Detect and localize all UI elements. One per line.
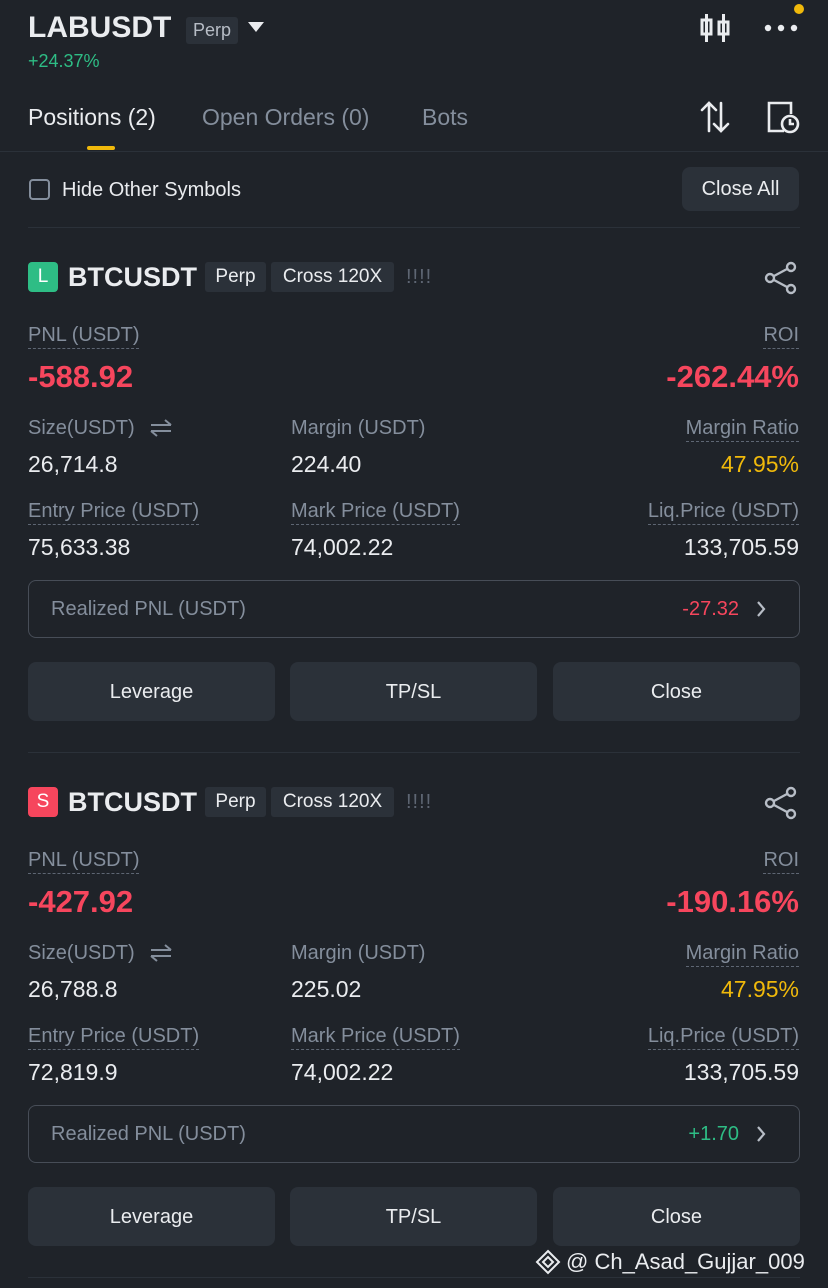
side-badge xyxy=(28,787,58,817)
divider xyxy=(28,1277,800,1278)
share-icon[interactable] xyxy=(764,786,798,820)
pnl-label: PNL (USDT) xyxy=(28,323,140,349)
entry-value: 75,633.38 xyxy=(28,533,131,560)
mark-label: Mark Price (USDT) xyxy=(291,1024,460,1050)
action-button-label[interactable]: Leverage xyxy=(109,680,194,703)
dropdown-arrow[interactable] xyxy=(248,22,264,34)
margin-ratio-value: 47.95% xyxy=(720,975,799,1002)
mark-value: 74,002.22 xyxy=(291,533,394,560)
tab[interactable]: Positions (2) xyxy=(28,103,156,130)
liq-label: Liq.Price (USDT) xyxy=(647,499,799,525)
chevron-icon[interactable] xyxy=(756,1126,766,1142)
type-label: Perp xyxy=(215,266,256,287)
pnl-value: -588.92 xyxy=(28,358,134,394)
action-button-label[interactable]: Leverage xyxy=(109,1205,194,1228)
margin-ratio-value: 47.95% xyxy=(720,450,799,477)
checkbox[interactable] xyxy=(29,179,50,200)
side-badge xyxy=(28,262,58,292)
close-all-button[interactable] xyxy=(682,167,799,211)
margin-label: Margin (USDT) xyxy=(291,416,426,439)
entry-value: 72,819.9 xyxy=(28,1058,118,1085)
position-symbol: BTCUSDT xyxy=(68,787,197,817)
checkbox-label: Hide Other Symbols xyxy=(62,178,241,201)
margin-value: 224.40 xyxy=(291,450,362,477)
liq-value: 133,705.59 xyxy=(683,1058,799,1085)
margin-value: 225.02 xyxy=(291,975,362,1002)
action-button[interactable] xyxy=(290,1187,537,1246)
size-label: Size(USDT) xyxy=(28,416,135,439)
action-button[interactable] xyxy=(28,1187,275,1246)
roi-value: -190.16% xyxy=(666,883,799,919)
watermark-logo xyxy=(535,1249,561,1275)
risk-indicator: !!!! xyxy=(406,790,433,813)
realized-label: Realized PNL (USDT) xyxy=(51,597,246,620)
roi-label: ROI xyxy=(763,323,799,349)
realized-label: Realized PNL (USDT) xyxy=(51,1122,246,1145)
chart-icon[interactable] xyxy=(700,12,730,44)
more-icon[interactable] xyxy=(764,24,798,32)
roi-value: -262.44% xyxy=(666,358,799,394)
realized-value: -27.32 xyxy=(682,597,739,620)
tab-divider xyxy=(0,151,828,152)
size-value: 26,788.8 xyxy=(28,975,118,1002)
entry-label: Entry Price (USDT) xyxy=(28,1024,200,1050)
side-label: L xyxy=(37,266,49,287)
history-icon[interactable] xyxy=(766,100,800,134)
pnl-value: -427.92 xyxy=(28,883,134,919)
mode-badge xyxy=(271,262,394,292)
watermark: @ Ch_Asad_Gujjar_009 xyxy=(566,1249,805,1274)
action-button-label[interactable]: Close xyxy=(650,680,703,703)
action-button[interactable] xyxy=(290,662,537,721)
price-change: +24.37% xyxy=(28,50,100,71)
action-button-label[interactable]: TP/SL xyxy=(385,680,442,703)
realized-pnl-row[interactable] xyxy=(28,580,800,638)
entry-label: Entry Price (USDT) xyxy=(28,499,200,525)
mode-label: Cross 120X xyxy=(282,266,383,287)
margin-ratio-label: Margin Ratio xyxy=(685,941,799,967)
margin-label: Margin (USDT) xyxy=(291,941,426,964)
tab[interactable]: Open Orders (0) xyxy=(202,103,370,130)
notification-dot xyxy=(794,4,804,14)
pnl-label: PNL (USDT) xyxy=(28,848,140,874)
realized-value: +1.70 xyxy=(688,1122,739,1145)
mode-badge xyxy=(271,787,394,817)
swap-icon[interactable] xyxy=(149,944,173,962)
swap-icon[interactable] xyxy=(149,419,173,437)
close-all-label[interactable]: Close All xyxy=(701,177,780,200)
type-badge xyxy=(205,787,266,817)
realized-pnl-row[interactable] xyxy=(28,1105,800,1163)
action-button-label[interactable]: TP/SL xyxy=(385,1205,442,1228)
action-button[interactable] xyxy=(553,1187,800,1246)
side-label: S xyxy=(36,791,50,812)
symbol-title[interactable]: LABUSDT xyxy=(28,11,172,44)
card-divider xyxy=(28,752,800,753)
active-tab-indicator xyxy=(87,146,115,150)
symbol-badge: Perp xyxy=(186,16,239,44)
liq-value: 133,705.59 xyxy=(683,533,799,560)
roi-label: ROI xyxy=(763,848,799,874)
margin-ratio-label: Margin Ratio xyxy=(685,416,799,442)
mode-label: Cross 120X xyxy=(282,791,383,812)
mark-label: Mark Price (USDT) xyxy=(291,499,460,525)
type-badge xyxy=(205,262,266,292)
size-value: 26,714.8 xyxy=(28,450,118,477)
type-label: Perp xyxy=(215,791,256,812)
action-button[interactable] xyxy=(553,662,800,721)
action-button-label[interactable]: Close xyxy=(650,1205,703,1228)
action-button[interactable] xyxy=(28,662,275,721)
mark-value: 74,002.22 xyxy=(291,1058,394,1085)
share-icon[interactable] xyxy=(764,261,798,295)
chevron-icon[interactable] xyxy=(756,601,766,617)
divider xyxy=(28,227,800,228)
liq-label: Liq.Price (USDT) xyxy=(647,1024,799,1050)
risk-indicator: !!!! xyxy=(406,265,433,288)
position-symbol: BTCUSDT xyxy=(68,262,197,292)
tab[interactable]: Bots xyxy=(422,103,469,130)
sort-icon[interactable] xyxy=(700,101,730,133)
size-label: Size(USDT) xyxy=(28,941,135,964)
